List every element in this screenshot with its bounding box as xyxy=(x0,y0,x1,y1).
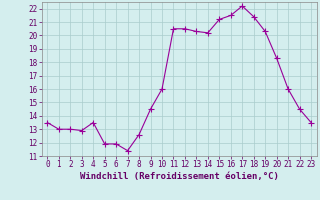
X-axis label: Windchill (Refroidissement éolien,°C): Windchill (Refroidissement éolien,°C) xyxy=(80,172,279,181)
